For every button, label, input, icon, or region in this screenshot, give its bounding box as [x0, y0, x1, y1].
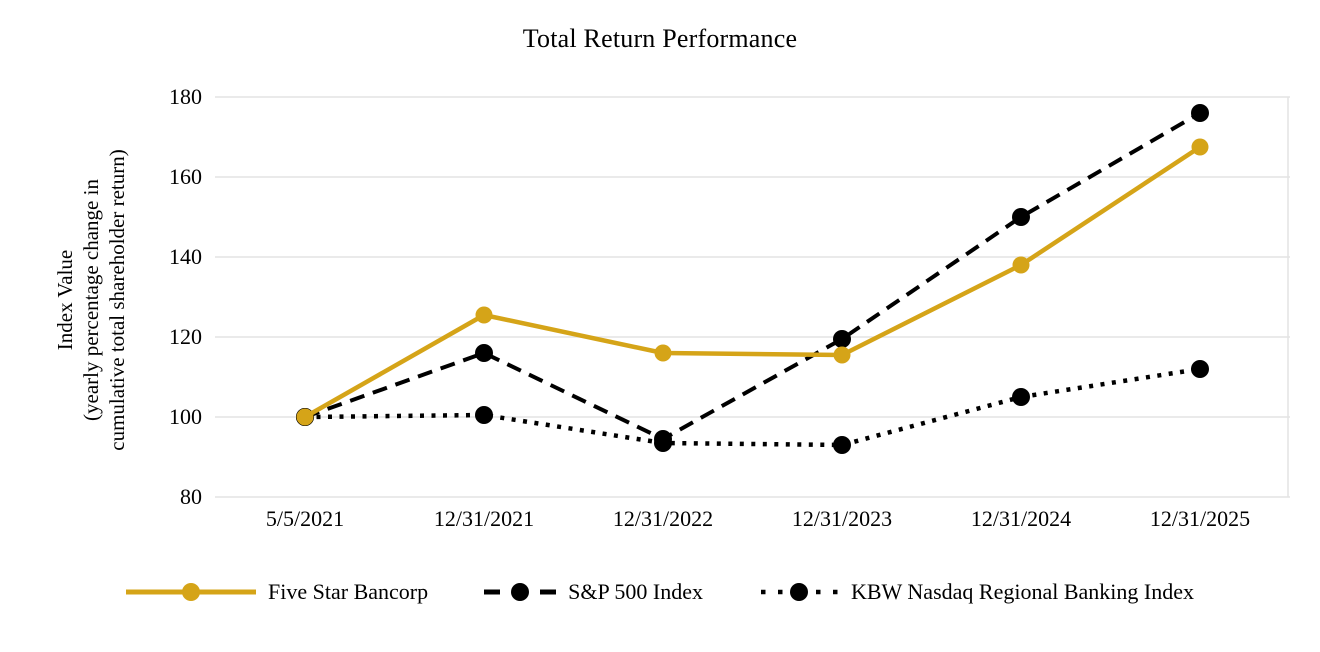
legend: Five Star Bancorp S&P 500 Index KBW Nasdaq… [0, 578, 1320, 606]
y-tick-label-120: 120 [169, 324, 202, 349]
legend-item-five-star-bancorp: Five Star Bancorp [126, 578, 428, 606]
data-point-kbw-nasdaq-regional-banking-index-1 [475, 406, 493, 424]
data-point-five-star-bancorp-4 [1012, 256, 1030, 274]
data-point-five-star-bancorp-0 [296, 408, 314, 426]
legend-item-s-p-500-index: S&P 500 Index [484, 578, 703, 606]
data-point-five-star-bancorp-3 [833, 346, 851, 364]
data-point-kbw-nasdaq-regional-banking-index-5 [1191, 360, 1209, 378]
data-point-s-p-500-index-3 [833, 330, 851, 348]
x-tick-label-4: 12/31/2024 [970, 506, 1072, 531]
legend-sample-dashed-icon [484, 583, 557, 601]
legend-label-s-p-500-index: S&P 500 Index [568, 579, 703, 604]
data-point-s-p-500-index-5 [1191, 104, 1209, 122]
chart-title: Total Return Performance [522, 24, 798, 53]
y-tick-label-140: 140 [169, 244, 202, 269]
data-point-s-p-500-index-4 [1012, 208, 1030, 226]
data-point-kbw-nasdaq-regional-banking-index-3 [833, 436, 851, 454]
legend-sample-solid-icon [126, 583, 257, 601]
y-tick-label-160: 160 [169, 164, 202, 189]
series-line-kbw-nasdaq-regional-banking-index [304, 366, 1201, 448]
x-tick-label-5: 12/31/2025 [1149, 506, 1251, 531]
legend-label-kbw-nasdaq-regional-banking-index: KBW Nasdaq Regional Banking Index [850, 579, 1194, 604]
data-point-s-p-500-index-2 [654, 430, 672, 448]
data-point-five-star-bancorp-2 [654, 344, 672, 362]
series-line-s-p-500-index [304, 111, 1202, 441]
x-tick-label-3: 12/31/2023 [791, 506, 893, 531]
x-tick-label-0: 5/5/2021 [265, 506, 345, 531]
y-tick-label-100: 100 [169, 404, 202, 429]
legend-sample-dotted-icon [760, 583, 838, 601]
data-point-s-p-500-index-1 [475, 344, 493, 362]
x-tick-label-2: 12/31/2022 [612, 506, 714, 531]
legend-item-kbw-nasdaq-regional-banking-index: KBW Nasdaq Regional Banking Index [759, 578, 1194, 606]
y-tick-label-80: 80 [180, 484, 202, 509]
x-tick-label-1: 12/31/2021 [433, 506, 535, 531]
legend-label-five-star-bancorp: Five Star Bancorp [268, 579, 429, 604]
data-point-five-star-bancorp-1 [475, 306, 493, 324]
data-point-five-star-bancorp-5 [1191, 138, 1209, 156]
series-line-five-star-bancorp [302, 144, 1203, 420]
y-tick-label-180: 180 [169, 84, 202, 109]
data-point-kbw-nasdaq-regional-banking-index-4 [1012, 388, 1030, 406]
